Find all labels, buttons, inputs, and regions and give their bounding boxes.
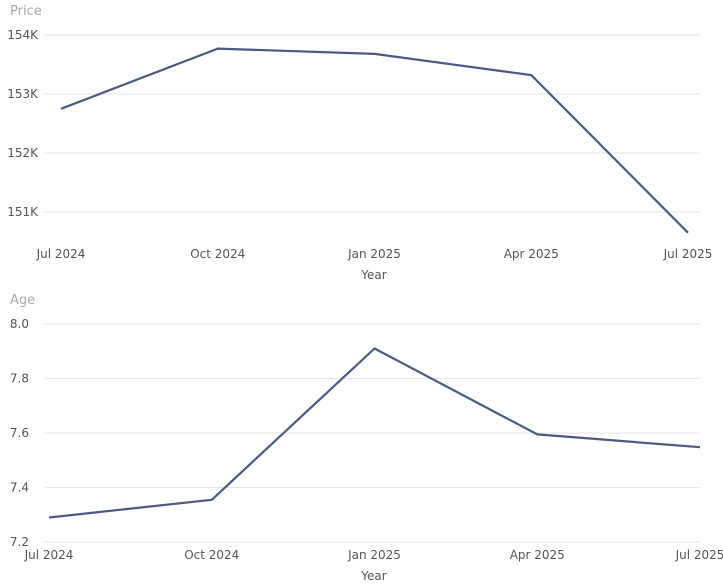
- y-tick-label: 8.0: [10, 317, 29, 331]
- y-tick-label: 7.4: [10, 481, 29, 495]
- y-tick-label: 154K: [7, 28, 39, 42]
- chart-2: 7.2 7.4 7.6 7.8 8.0 Age Jul 2024 Oct 2024 Jan 20…: [10, 293, 723, 583]
- x-axis-label: Year: [360, 268, 386, 282]
- y-tick-label: 7.6: [10, 426, 29, 440]
- y-tick-label: 152K: [7, 146, 39, 160]
- x-axis-label: Year: [360, 569, 386, 583]
- x-tick-label: Jan 2025: [347, 548, 401, 562]
- x-tick-label: Jul 2025: [675, 548, 723, 562]
- y-tick-label: 7.8: [10, 372, 29, 386]
- x-tick-label: Apr 2025: [510, 548, 565, 562]
- y-tick-label: 7.2: [10, 535, 29, 549]
- y-axis-label: Age: [10, 293, 35, 308]
- y-axis-label: Price: [10, 4, 42, 19]
- x-tick-label: Oct 2024: [184, 548, 239, 562]
- y-tick-label: 151K: [7, 205, 39, 219]
- x-tick-label: Apr 2025: [504, 247, 559, 261]
- x-tick-label: Jan 2025: [347, 247, 401, 261]
- x-tick-label: Oct 2024: [190, 247, 245, 261]
- series-line: [48, 347, 701, 519]
- series-line: [60, 47, 689, 234]
- x-tick-label: Jul 2025: [663, 247, 713, 261]
- chart-1: 151K 152K 153K 154K Price Jul 2024 Oct 2024 Jan…: [7, 4, 712, 282]
- x-tick-label: Jul 2024: [36, 247, 86, 261]
- y-tick-label: 153K: [7, 87, 39, 101]
- x-tick-label: Jul 2024: [24, 548, 74, 562]
